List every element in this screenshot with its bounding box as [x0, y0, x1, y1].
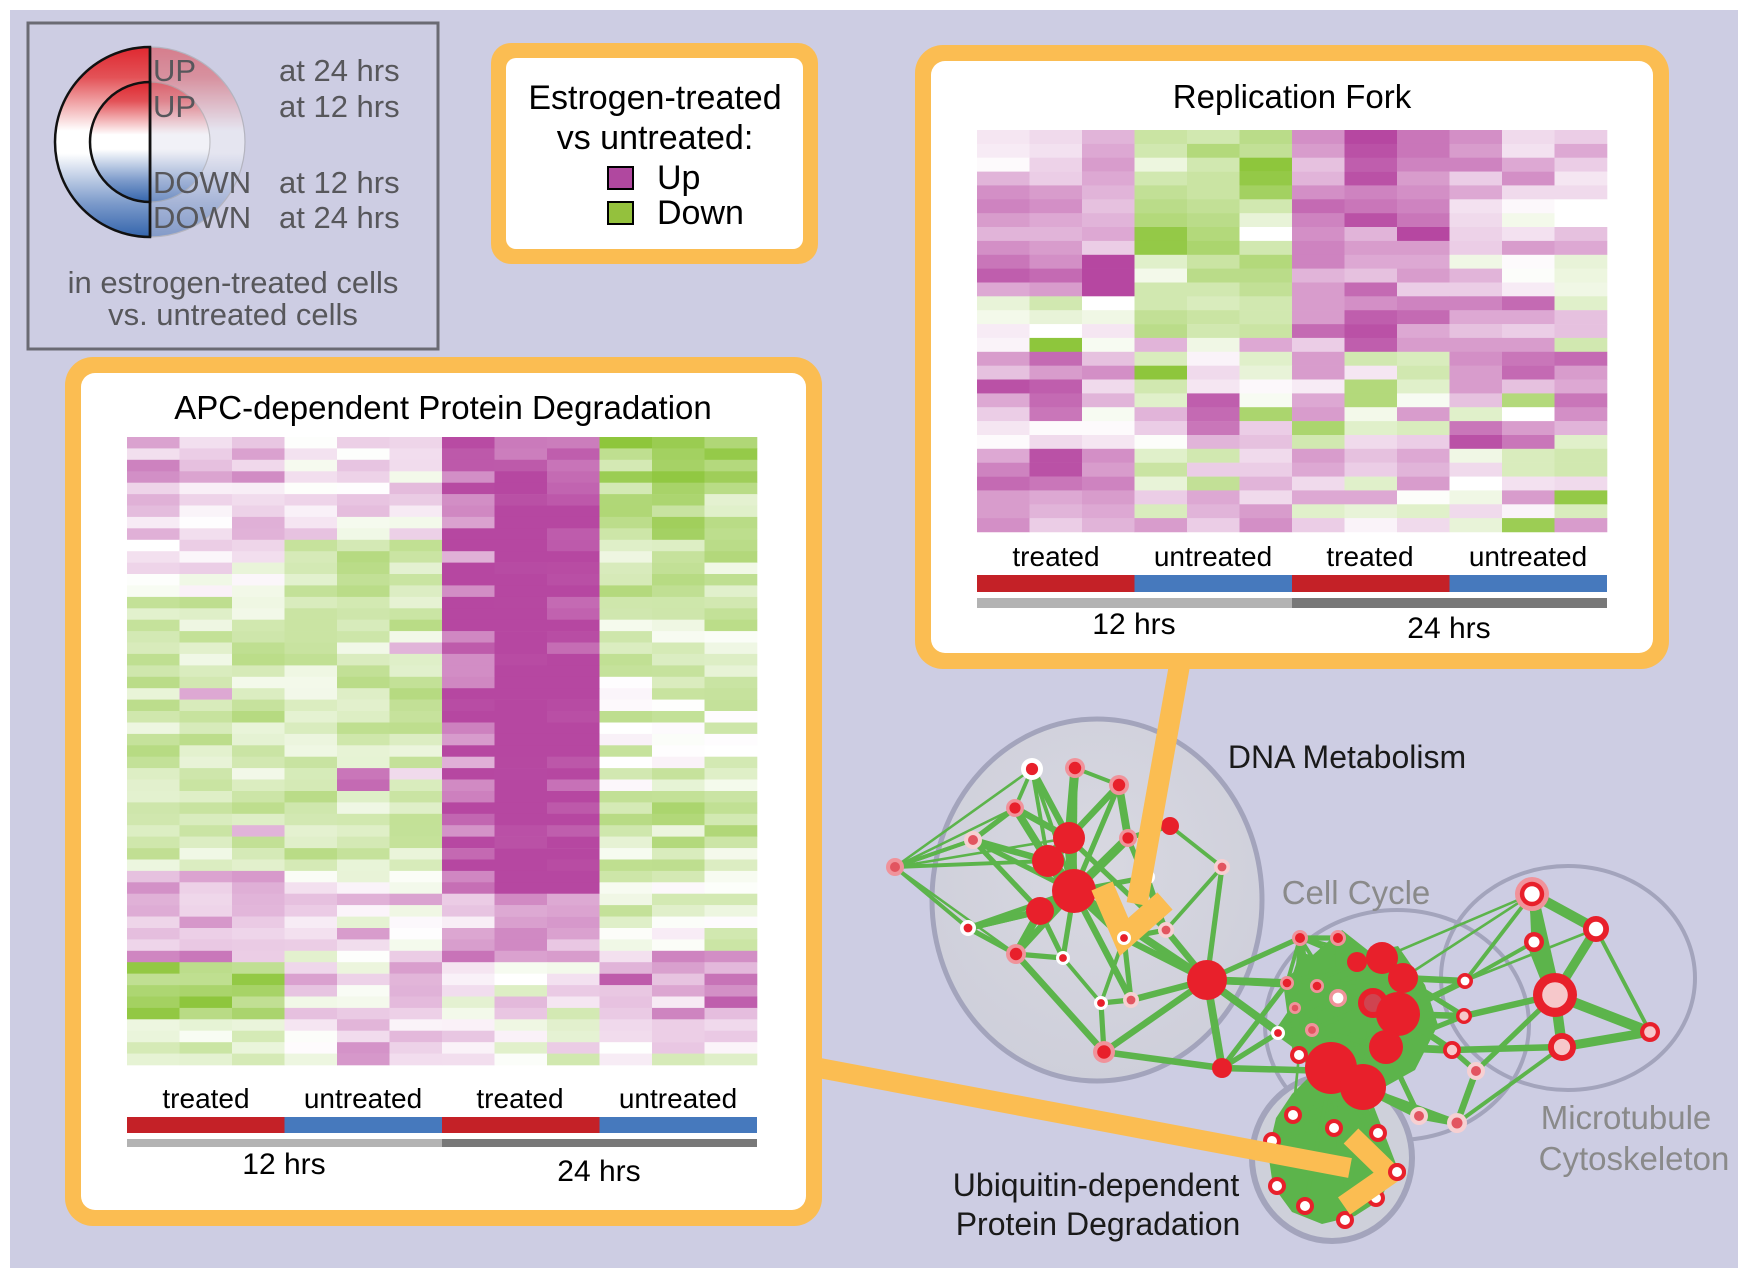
svg-text:treated: treated	[162, 1083, 249, 1114]
svg-text:Down: Down	[657, 194, 744, 232]
svg-text:UP: UP	[153, 89, 196, 124]
svg-text:treated: treated	[1326, 541, 1413, 572]
svg-text:Estrogen-treated: Estrogen-treated	[528, 79, 781, 117]
svg-text:untreated: untreated	[1469, 541, 1587, 572]
svg-text:Up: Up	[657, 159, 700, 197]
svg-text:Ubiquitin-dependent: Ubiquitin-dependent	[953, 1167, 1240, 1203]
svg-text:Protein Degradation: Protein Degradation	[956, 1206, 1241, 1242]
svg-text:vs. untreated cells: vs. untreated cells	[108, 297, 358, 332]
svg-text:at 24 hrs: at 24 hrs	[279, 200, 400, 235]
svg-text:DOWN: DOWN	[153, 200, 251, 235]
svg-text:APC-dependent Protein Degradat: APC-dependent Protein Degradation	[174, 389, 712, 426]
svg-text:at 24 hrs: at 24 hrs	[279, 53, 400, 88]
svg-text:12 hrs: 12 hrs	[242, 1148, 325, 1181]
svg-text:treated: treated	[476, 1083, 563, 1114]
svg-text:untreated: untreated	[1154, 541, 1272, 572]
svg-text:UP: UP	[153, 53, 196, 88]
svg-text:Microtubule: Microtubule	[1541, 1099, 1712, 1136]
svg-text:at 12 hrs: at 12 hrs	[279, 89, 400, 124]
svg-text:DNA Metabolism: DNA Metabolism	[1228, 739, 1466, 775]
svg-text:24 hrs: 24 hrs	[557, 1155, 640, 1188]
svg-text:Replication Fork: Replication Fork	[1173, 78, 1412, 115]
svg-text:Cytoskeleton: Cytoskeleton	[1539, 1140, 1730, 1177]
svg-text:Cell Cycle: Cell Cycle	[1282, 874, 1431, 911]
svg-text:untreated: untreated	[619, 1083, 737, 1114]
svg-text:24 hrs: 24 hrs	[1407, 612, 1490, 645]
svg-text:treated: treated	[1012, 541, 1099, 572]
svg-text:12 hrs: 12 hrs	[1092, 608, 1175, 641]
svg-text:in estrogen-treated cells: in estrogen-treated cells	[68, 265, 399, 300]
svg-text:at 12 hrs: at 12 hrs	[279, 165, 400, 200]
svg-text:vs untreated:: vs untreated:	[557, 119, 754, 157]
svg-text:DOWN: DOWN	[153, 165, 251, 200]
svg-text:untreated: untreated	[304, 1083, 422, 1114]
